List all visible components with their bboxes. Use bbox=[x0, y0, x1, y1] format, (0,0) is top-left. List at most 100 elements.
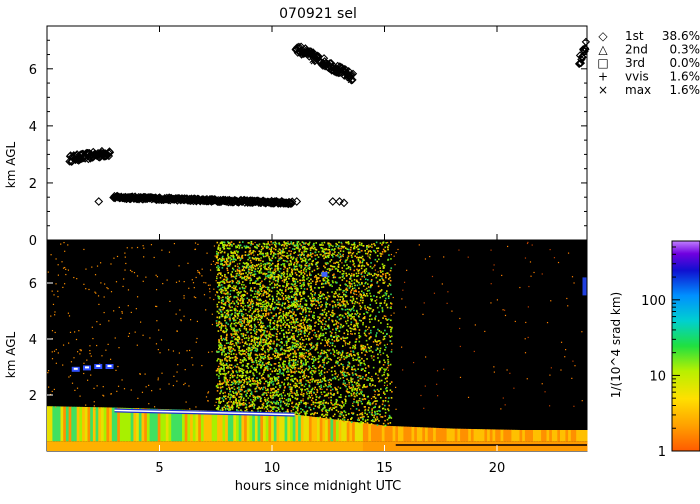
precip-cell bbox=[356, 374, 358, 376]
precip-cell bbox=[338, 418, 340, 420]
precip-cell bbox=[312, 271, 314, 273]
precip-cell bbox=[300, 258, 302, 260]
precip-cell bbox=[263, 393, 265, 395]
precip-cell bbox=[288, 351, 290, 353]
precip-cell bbox=[248, 242, 250, 244]
precip-cell bbox=[253, 383, 255, 385]
precip-cell bbox=[230, 262, 232, 264]
precip-cell bbox=[303, 251, 305, 253]
precip-cell bbox=[292, 396, 294, 398]
precip-cell bbox=[278, 368, 280, 370]
precip-cell bbox=[246, 328, 248, 330]
precip-cell bbox=[247, 305, 249, 307]
precip-cell bbox=[296, 379, 298, 381]
precip-cell bbox=[233, 323, 235, 325]
precip-cell bbox=[296, 293, 298, 295]
precip-cell bbox=[300, 379, 302, 381]
precip-cell bbox=[269, 322, 271, 324]
precip-cell bbox=[360, 308, 362, 310]
precip-cell bbox=[218, 339, 220, 341]
precip-cell bbox=[262, 339, 264, 341]
precip-cell bbox=[302, 260, 304, 262]
precip-cell bbox=[258, 305, 260, 307]
precip-cell bbox=[290, 400, 292, 402]
precip-cell bbox=[290, 371, 292, 373]
precip-cell bbox=[242, 288, 244, 290]
precip-cell bbox=[267, 392, 269, 394]
precip-cell bbox=[361, 276, 363, 278]
precip-cell bbox=[258, 245, 260, 247]
precip-cell bbox=[225, 398, 227, 400]
precip-cell bbox=[252, 395, 254, 397]
precip-cell bbox=[229, 407, 231, 409]
precip-cell bbox=[281, 367, 283, 369]
precip-cell bbox=[224, 312, 226, 314]
precip-cell bbox=[218, 301, 220, 303]
precip-cell bbox=[279, 345, 281, 347]
precip-cell bbox=[282, 273, 284, 275]
precip-cell bbox=[313, 297, 315, 299]
top-y-tick-label: 2 bbox=[29, 177, 37, 192]
precip-cell bbox=[235, 316, 237, 318]
precip-cell bbox=[262, 394, 264, 396]
precip-cell bbox=[317, 382, 319, 384]
precip-cell bbox=[226, 381, 228, 383]
precip-cell bbox=[294, 327, 296, 329]
precip-cell bbox=[332, 348, 334, 350]
precip-cell bbox=[221, 383, 223, 385]
precip-cell bbox=[252, 269, 254, 271]
precip-cell bbox=[343, 421, 345, 423]
precip-cell bbox=[246, 349, 248, 351]
precip-cell bbox=[297, 404, 299, 406]
precip-cell bbox=[244, 338, 246, 340]
precip-cell bbox=[255, 344, 257, 346]
precip-cell bbox=[287, 409, 289, 411]
precip-cell bbox=[239, 319, 241, 321]
precip-cell bbox=[338, 336, 340, 338]
precip-cell bbox=[303, 353, 305, 355]
precip-cell bbox=[304, 333, 306, 335]
precip-cell bbox=[272, 388, 274, 390]
precip-cell bbox=[273, 392, 275, 394]
precip-cell bbox=[247, 267, 249, 269]
precip-cell bbox=[228, 346, 230, 348]
precip-cell bbox=[270, 251, 272, 253]
precip-cell bbox=[268, 361, 270, 363]
precip-cell bbox=[226, 364, 228, 366]
precip-cell bbox=[278, 292, 280, 294]
precip-cell bbox=[283, 366, 285, 368]
precip-cell bbox=[252, 372, 254, 374]
precip-cell bbox=[323, 391, 325, 393]
precip-cell bbox=[283, 320, 285, 322]
precip-cell bbox=[220, 252, 222, 254]
precip-cell bbox=[302, 246, 304, 248]
precip-cell bbox=[333, 324, 335, 326]
precip-cell bbox=[276, 296, 278, 298]
precip-cell bbox=[332, 256, 334, 258]
precip-cell bbox=[293, 311, 295, 313]
precip-cell bbox=[223, 370, 225, 372]
precip-cell bbox=[359, 244, 361, 246]
precip-cell bbox=[332, 305, 334, 307]
precip-cell bbox=[283, 336, 285, 338]
precip-cell bbox=[231, 323, 233, 325]
precip-cell bbox=[256, 278, 258, 280]
precip-cell bbox=[305, 362, 307, 364]
precip-cell bbox=[300, 300, 302, 302]
precip-cell bbox=[342, 368, 344, 370]
precip-cell bbox=[257, 254, 259, 256]
precip-cell bbox=[236, 357, 238, 359]
precip-cell bbox=[238, 396, 240, 398]
precip-cell bbox=[339, 277, 341, 279]
precip-cell bbox=[295, 326, 297, 328]
precip-cell bbox=[219, 398, 221, 400]
precip-cell bbox=[275, 403, 277, 405]
precip-cell bbox=[231, 310, 233, 312]
precip-cell bbox=[297, 281, 299, 283]
precip-cell bbox=[277, 320, 279, 322]
precip-cell bbox=[319, 317, 321, 319]
precip-cell bbox=[230, 260, 232, 262]
precip-cell bbox=[301, 313, 303, 315]
precip-cell bbox=[329, 417, 331, 419]
precip-cell bbox=[270, 373, 272, 375]
